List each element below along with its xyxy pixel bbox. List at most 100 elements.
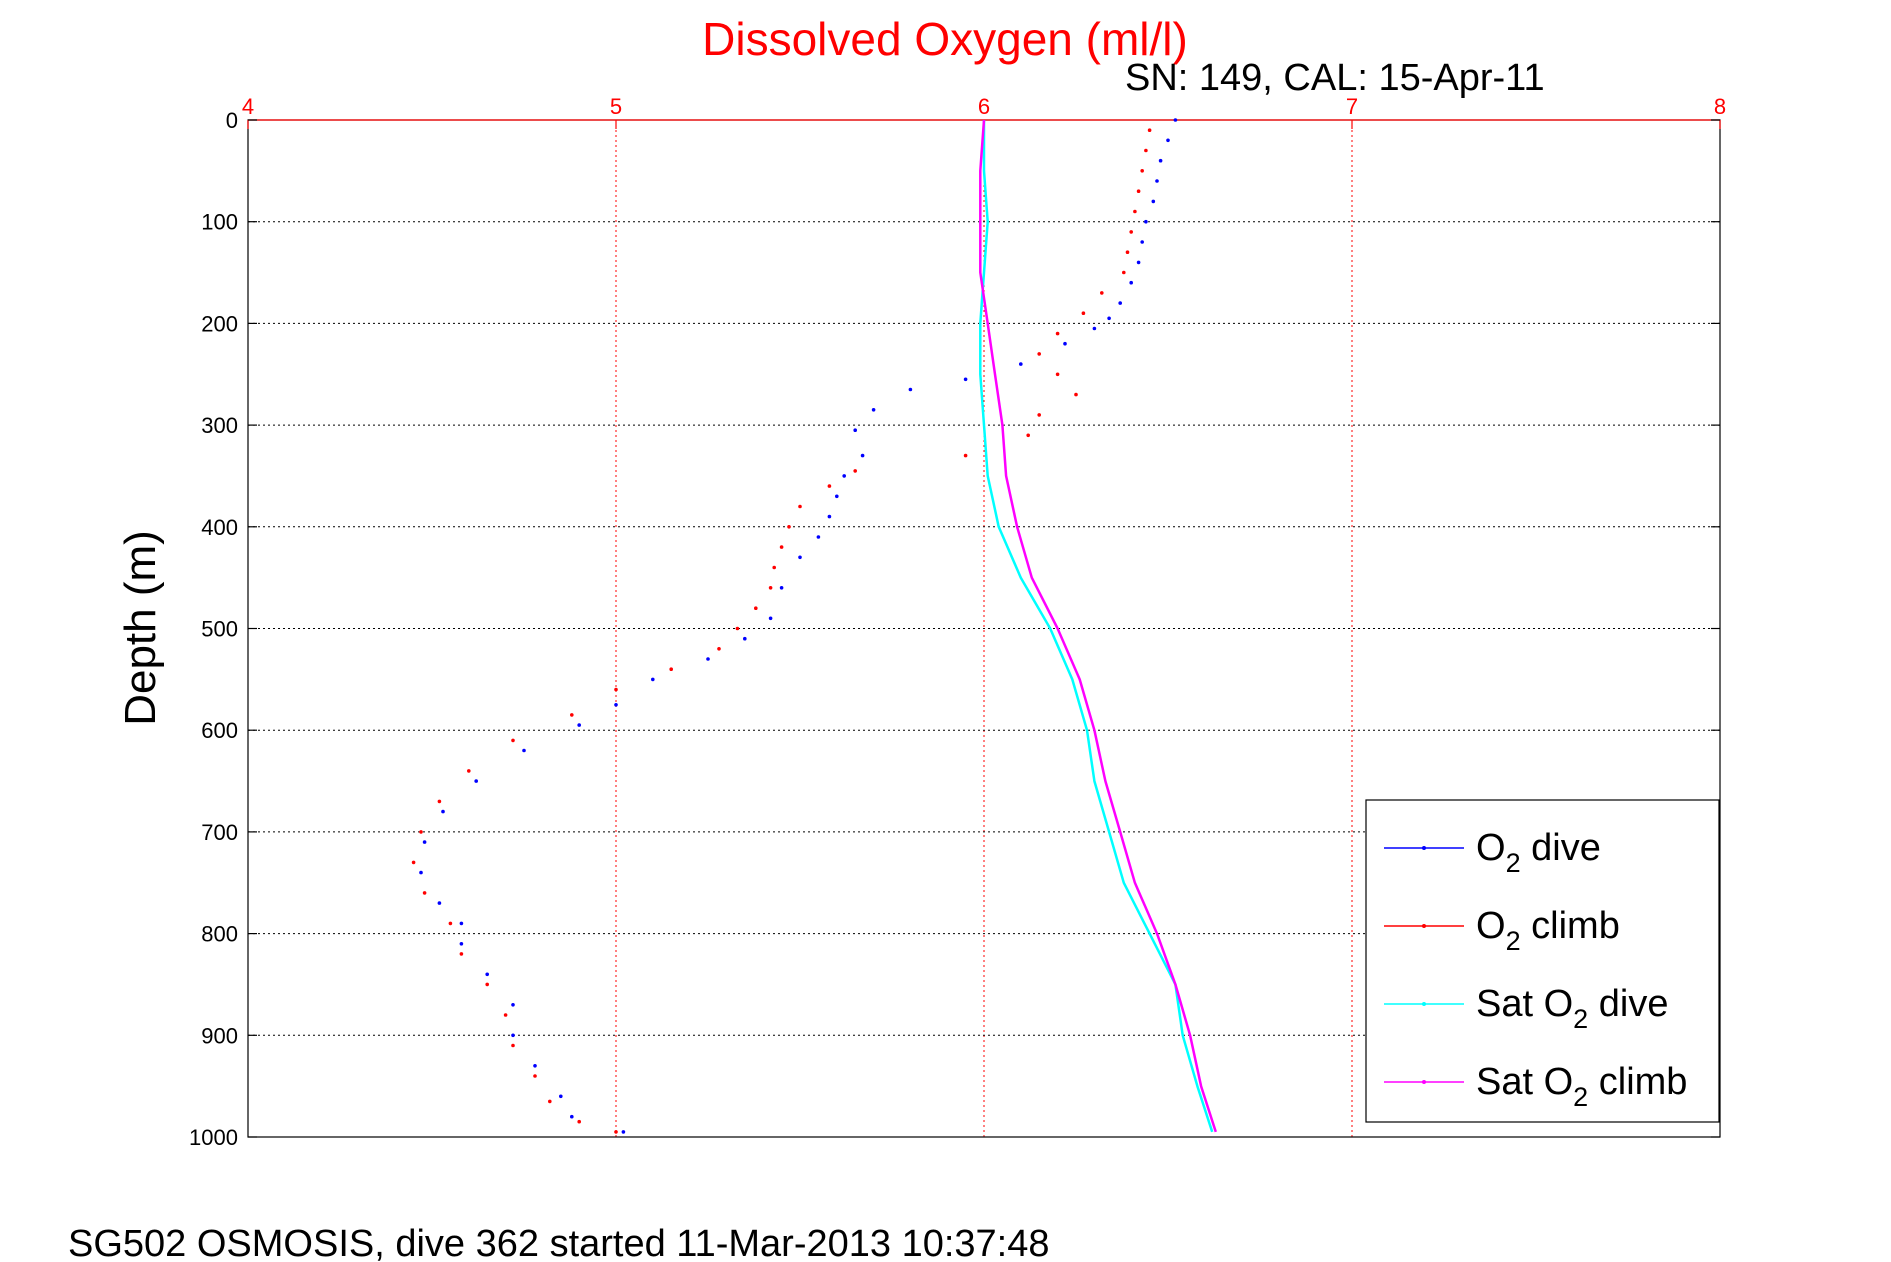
data-point: [1136, 189, 1141, 193]
data-point: [1147, 128, 1152, 132]
y-tick-label: 400: [201, 515, 238, 540]
data-point: [1055, 372, 1060, 377]
legend-marker: [1422, 846, 1426, 850]
data-point: [1019, 362, 1023, 366]
data-point: [768, 586, 773, 590]
legend-item: O2 dive: [1384, 827, 1601, 878]
data-point: [963, 377, 968, 382]
data-point: [548, 1099, 552, 1104]
data-point: [853, 428, 857, 433]
data-point: [570, 713, 574, 717]
data-point: [1037, 352, 1041, 356]
y-tick-label: 300: [201, 413, 238, 438]
x-tick-label: 7: [1346, 94, 1358, 119]
legend-label: Sat O2 dive: [1476, 983, 1668, 1034]
data-point: [779, 545, 784, 549]
data-point: [448, 921, 453, 926]
data-point: [614, 703, 618, 707]
x-tick-label: 8: [1714, 94, 1726, 119]
data-point: [1037, 413, 1041, 417]
legend-item: Sat O2 dive: [1384, 983, 1668, 1034]
y-tick-label: 800: [201, 922, 238, 947]
data-point: [1026, 433, 1030, 438]
data-point: [419, 830, 423, 834]
x-tick-label: 4: [242, 94, 254, 119]
data-point: [779, 586, 784, 590]
data-point: [816, 535, 821, 539]
data-point: [503, 1013, 508, 1017]
data-point: [577, 1119, 581, 1124]
data-point: [860, 453, 865, 458]
grid: [248, 120, 1720, 1137]
y-tick-label: 1000: [189, 1125, 238, 1150]
legend-label: Sat O2 climb: [1476, 1061, 1687, 1112]
data-point: [1118, 301, 1122, 305]
data-point: [787, 525, 791, 529]
data-point: [1129, 230, 1133, 234]
legend-marker: [1422, 1080, 1426, 1084]
series-2: [411, 128, 1152, 1134]
data-point: [1140, 169, 1144, 173]
data-point: [651, 677, 655, 682]
data-point: [1122, 270, 1126, 275]
series-3: [979, 120, 1214, 1133]
data-point: [1107, 316, 1111, 321]
series-1: [419, 118, 1178, 1134]
data-point: [827, 484, 832, 488]
chart-title: Dissolved Oxygen (ml/l): [702, 13, 1188, 65]
data-point: [669, 667, 673, 671]
data-point: [1081, 311, 1086, 316]
footer-caption: SG502 OSMOSIS, dive 362 started 11-Mar-2…: [68, 1223, 1050, 1262]
data-point: [1144, 148, 1148, 153]
legend-box: [1365, 799, 1720, 1123]
legend-item: Sat O2 climb: [1384, 1061, 1687, 1112]
data-point: [459, 942, 464, 946]
data-point: [577, 723, 581, 727]
data-point: [419, 870, 423, 875]
data-point: [437, 901, 442, 905]
data-point: [614, 687, 618, 692]
data-point: [511, 1033, 515, 1038]
chart-subtitle: SN: 149, CAL: 15-Apr-11: [1125, 57, 1545, 99]
data-point: [1074, 392, 1078, 397]
axis-ticks: 4 5 6 7 8 0 100 200 300 400 500 600 700 800 900 1000: [189, 94, 1726, 1150]
data-point: [1055, 331, 1060, 336]
series-line: [979, 119, 1217, 1133]
data-point: [1136, 260, 1141, 265]
y-tick-label: 700: [201, 820, 238, 845]
data-point: [511, 1043, 515, 1048]
series-line: [979, 120, 1214, 1133]
legend-marker: [1422, 1002, 1426, 1006]
data-point: [459, 921, 464, 926]
data-point: [871, 408, 876, 412]
data-point: [1125, 250, 1130, 254]
data-point: [459, 952, 464, 956]
data-point: [1155, 179, 1159, 183]
data-point: [533, 1064, 537, 1068]
data-point: [485, 972, 490, 977]
data-point: [743, 636, 747, 641]
legend-marker: [1422, 924, 1426, 928]
y-tick-label: 500: [201, 617, 238, 642]
data-point: [835, 494, 839, 499]
y-tick-label: 200: [201, 311, 238, 336]
y-tick-label: 0: [226, 108, 238, 133]
data-series: [411, 118, 1217, 1134]
data-point: [511, 738, 515, 743]
x-tick-label: 6: [978, 94, 990, 119]
data-point: [772, 565, 776, 570]
data-point: [1100, 291, 1104, 295]
data-point: [735, 626, 740, 631]
data-point: [798, 504, 802, 509]
data-point: [621, 1130, 626, 1134]
y-tick-label: 600: [201, 718, 238, 743]
data-point: [768, 616, 773, 621]
data-point: [1092, 326, 1097, 331]
data-point: [614, 1130, 618, 1134]
data-point: [798, 555, 802, 560]
data-point: [1140, 240, 1144, 244]
data-point: [827, 514, 832, 519]
data-point: [1151, 199, 1156, 204]
data-point: [511, 1003, 515, 1007]
data-point: [474, 779, 479, 783]
